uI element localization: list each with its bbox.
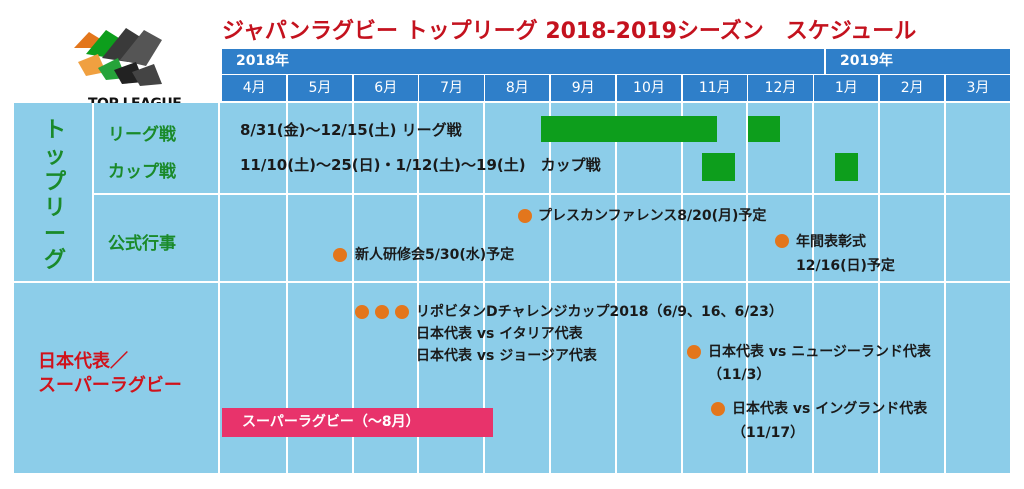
grid-divider: [14, 281, 1010, 283]
japan-label-line1: 日本代表／: [38, 351, 128, 372]
grid-divider: [218, 103, 220, 473]
month-header: 9月: [551, 75, 616, 101]
event-dot: [375, 305, 389, 319]
row-label-events: 公式行事: [108, 234, 176, 254]
month-grid-line: [943, 103, 946, 473]
month-header: 6月: [353, 75, 418, 101]
league-bar-2: [748, 116, 780, 142]
month-header: 8月: [485, 75, 550, 101]
month-grid-line: [285, 103, 288, 473]
top-league-logo: TOP LEAGUE: [14, 18, 214, 112]
month-grid-line: [878, 103, 880, 473]
event-dot: [518, 209, 532, 223]
month-header: 5月: [287, 75, 353, 101]
month-grid-line: [746, 103, 749, 473]
month-header: 4月: [222, 75, 287, 101]
row-label-league: リーグ戦: [108, 125, 176, 145]
section-label-japan: 日本代表／ スーパーラグビー: [38, 350, 182, 398]
event-dot: [775, 234, 789, 248]
year-2019: 2019年: [826, 49, 1010, 74]
page-title: ジャパンラグビー トップリーグ 2018-2019シーズン スケジュール: [222, 19, 917, 44]
event-dot: [355, 305, 369, 319]
lipovitan-line1: リポビタンDチャレンジカップ2018（6/9、16、6/23）: [416, 304, 783, 320]
cup-text: 11/10(土)〜25(日)・1/12(土)〜19(土) カップ戦: [240, 156, 601, 174]
section-label-top-league: トップリーグ: [43, 118, 66, 273]
month-header: 3月: [945, 75, 1011, 101]
event-dot: [711, 402, 725, 416]
japan-label-line2: スーパーラグビー: [38, 375, 182, 396]
grid-divider: [92, 193, 1010, 195]
month-grid-line: [483, 103, 486, 473]
month-header: 10月: [616, 75, 682, 101]
month-grid-line: [812, 103, 815, 473]
cup-bar-2: [835, 153, 858, 181]
press-conference-event: プレスカンファレンス8/20(月)予定: [538, 208, 767, 224]
month-grid-line: [614, 103, 617, 473]
league-text: 8/31(金)〜12/15(土) リーグ戦: [240, 121, 462, 139]
month-header: 2月: [880, 75, 945, 101]
grid-divider: [92, 103, 94, 281]
super-rugby-bar: スーパーラグビー（〜8月）: [222, 408, 493, 437]
england-match-line2: （11/17）: [732, 425, 805, 441]
league-bar-1: [541, 116, 717, 142]
nz-match-line2: （11/3）: [708, 367, 771, 383]
england-match-line1: 日本代表 vs イングランド代表: [732, 401, 928, 417]
event-dot: [395, 305, 409, 319]
month-header: 1月: [814, 75, 879, 101]
month-header: 7月: [419, 75, 484, 101]
row-label-cup: カップ戦: [108, 162, 176, 182]
year-2018: 2018年: [222, 49, 824, 74]
event-dot: [333, 248, 347, 262]
month-grid-line: [417, 103, 420, 473]
event-dot: [687, 345, 701, 359]
month-header: 12月: [748, 75, 813, 101]
nz-match-line1: 日本代表 vs ニュージーランド代表: [708, 344, 931, 360]
training-event: 新人研修会5/30(水)予定: [355, 247, 515, 263]
lipovitan-line2: 日本代表 vs イタリア代表: [416, 326, 583, 342]
month-grid-line: [351, 103, 354, 473]
month-header: 11月: [682, 75, 747, 101]
cup-bar-1: [702, 153, 735, 181]
month-grid-line: [549, 103, 551, 473]
rugby-players-logo-icon: [74, 28, 162, 86]
awards-event-line1: 年間表彰式: [796, 234, 866, 250]
month-grid-line: [680, 103, 683, 473]
awards-event-line2: 12/16(日)予定: [796, 258, 895, 274]
lipovitan-line3: 日本代表 vs ジョージア代表: [416, 348, 597, 364]
